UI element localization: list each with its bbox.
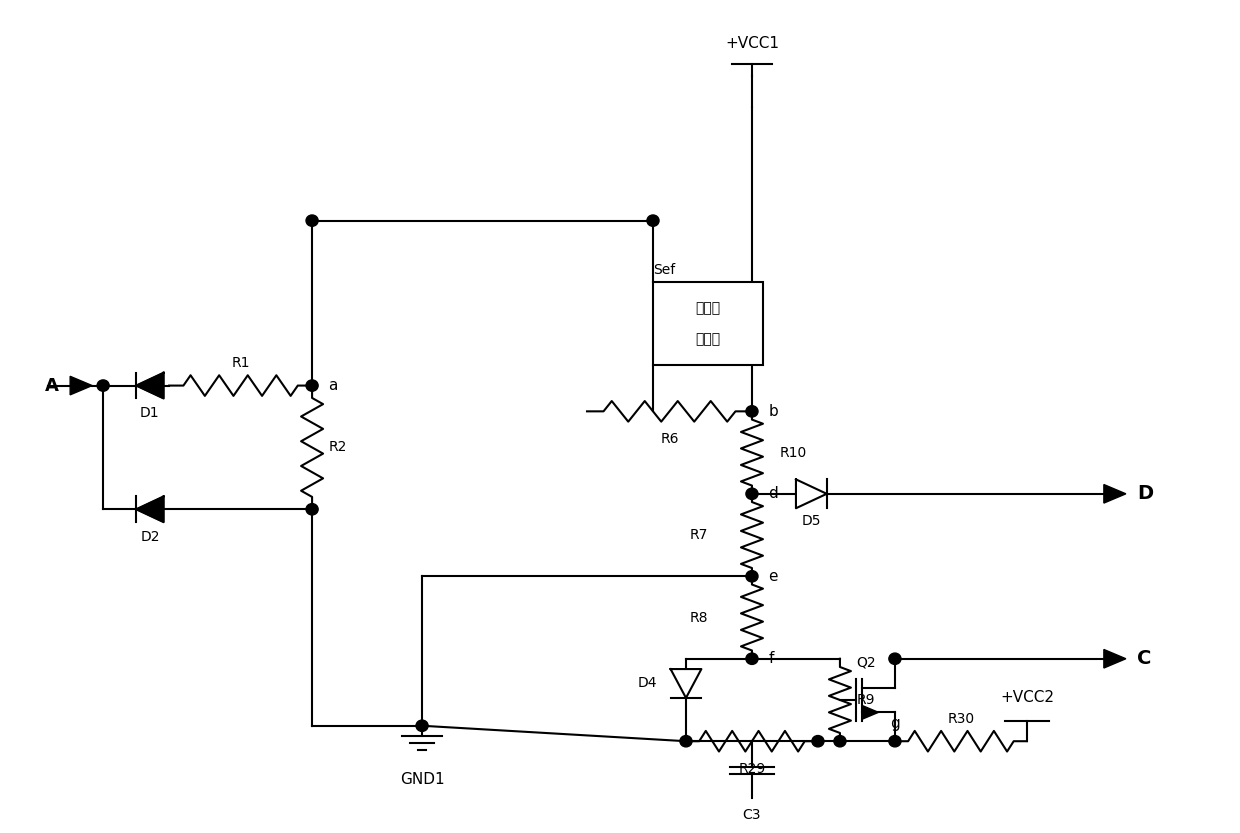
- Text: R1: R1: [232, 357, 249, 370]
- Circle shape: [415, 720, 428, 731]
- Circle shape: [746, 653, 758, 665]
- Bar: [653, 282, 763, 365]
- Polygon shape: [671, 669, 702, 698]
- Text: f: f: [769, 651, 774, 666]
- Circle shape: [647, 215, 658, 227]
- Polygon shape: [1104, 485, 1126, 503]
- Text: R2: R2: [329, 441, 347, 455]
- Circle shape: [306, 215, 319, 227]
- Circle shape: [306, 380, 319, 392]
- Text: Sef: Sef: [653, 263, 676, 277]
- Text: 流器件: 流器件: [696, 332, 720, 347]
- Circle shape: [306, 504, 319, 515]
- Circle shape: [680, 736, 692, 747]
- Text: 开关扩: 开关扩: [696, 302, 720, 315]
- Text: C3: C3: [743, 808, 761, 822]
- Circle shape: [889, 653, 901, 665]
- Text: Q2: Q2: [857, 655, 877, 669]
- Polygon shape: [71, 377, 92, 395]
- Polygon shape: [136, 372, 164, 398]
- Polygon shape: [862, 706, 878, 720]
- Text: g: g: [890, 716, 900, 731]
- Text: D4: D4: [637, 676, 657, 691]
- Text: R10: R10: [780, 446, 807, 460]
- Circle shape: [889, 736, 901, 747]
- Text: R7: R7: [689, 528, 708, 542]
- Polygon shape: [1104, 650, 1126, 668]
- Text: e: e: [769, 569, 777, 584]
- Text: D: D: [1137, 484, 1153, 503]
- Text: D2: D2: [140, 530, 160, 544]
- Text: R30: R30: [947, 711, 975, 726]
- Text: D1: D1: [140, 407, 160, 420]
- Polygon shape: [796, 479, 827, 508]
- Circle shape: [812, 736, 825, 747]
- Text: A: A: [46, 377, 60, 395]
- Text: R6: R6: [660, 432, 678, 446]
- Circle shape: [746, 406, 758, 417]
- Text: +VCC1: +VCC1: [725, 36, 779, 51]
- Polygon shape: [136, 496, 164, 522]
- Circle shape: [97, 380, 109, 392]
- Text: d: d: [769, 486, 779, 501]
- Text: GND1: GND1: [399, 772, 444, 787]
- Text: D5: D5: [801, 515, 821, 528]
- Circle shape: [833, 736, 846, 747]
- Text: +VCC2: +VCC2: [999, 690, 1054, 705]
- Text: R8: R8: [689, 611, 708, 625]
- Text: R29: R29: [738, 762, 765, 776]
- Text: R9: R9: [857, 693, 875, 707]
- Text: a: a: [329, 378, 339, 393]
- Circle shape: [746, 571, 758, 582]
- Text: b: b: [769, 404, 779, 419]
- Text: C: C: [1137, 649, 1151, 668]
- Circle shape: [746, 488, 758, 500]
